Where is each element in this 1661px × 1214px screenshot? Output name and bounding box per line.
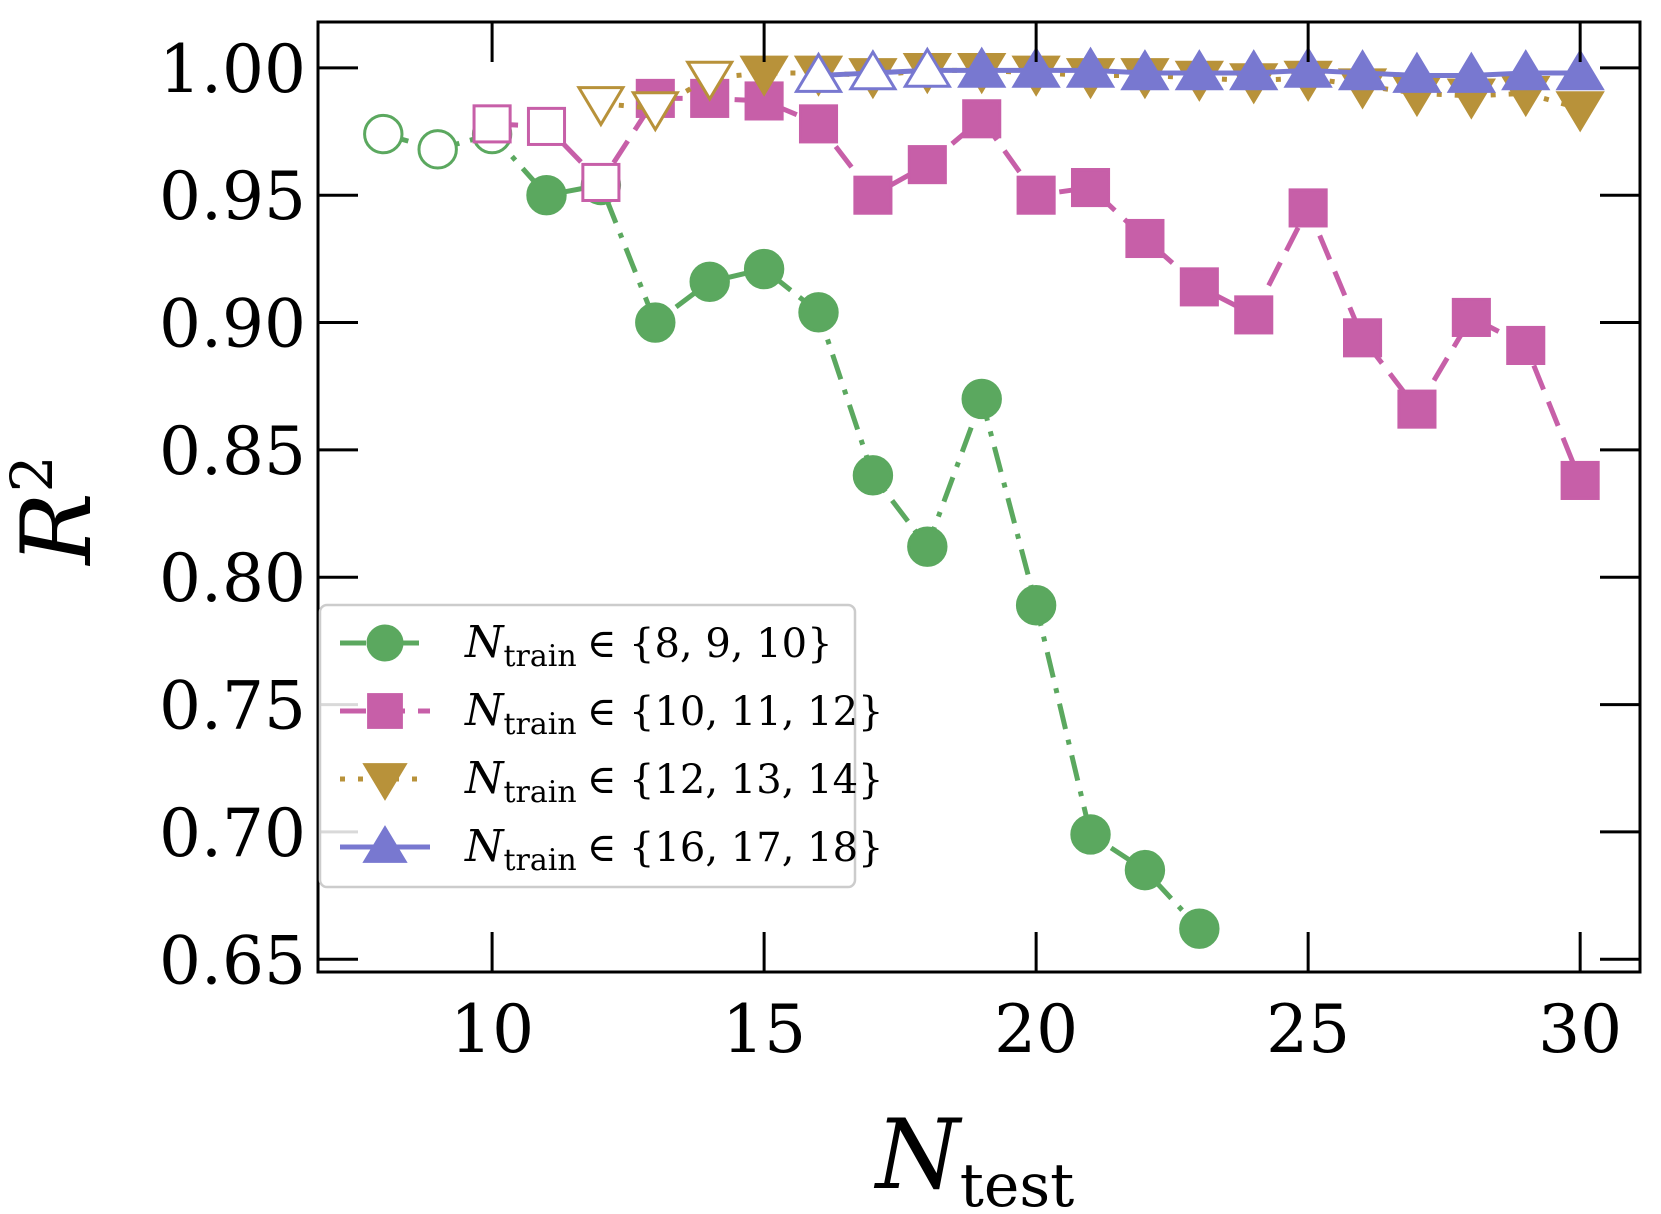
x-tick-label: 10	[450, 991, 534, 1068]
data-point	[853, 175, 893, 215]
data-point	[526, 174, 567, 216]
data-point	[576, 86, 626, 128]
data-point	[1506, 325, 1546, 365]
legend-marker	[366, 624, 404, 662]
y-axis-label: R2	[0, 455, 113, 566]
data-point	[902, 46, 952, 88]
x-axis-label-main: N	[874, 1099, 963, 1211]
data-point	[1555, 91, 1605, 133]
data-point	[798, 292, 839, 333]
data-point	[1234, 295, 1274, 335]
data-point	[689, 261, 730, 302]
y-tick-label: 0.75	[159, 668, 306, 745]
y-tick-label: 0.90	[159, 286, 306, 363]
data-point	[1015, 585, 1057, 626]
data-point	[581, 162, 621, 202]
data-point	[1560, 460, 1600, 500]
data-point	[907, 526, 948, 567]
legend-entry: Ntrain ∈ {16, 17, 18}	[340, 821, 883, 878]
data-point	[1124, 849, 1166, 891]
data-point	[1229, 49, 1279, 91]
data-point	[1179, 908, 1220, 949]
y-tick-label: 0.70	[159, 795, 306, 872]
legend-label: Ntrain ∈ {8, 9, 10}	[464, 617, 833, 674]
data-point	[1283, 46, 1333, 88]
data-point	[1451, 297, 1491, 337]
legend-label: Ntrain ∈ {10, 11, 12}	[464, 685, 883, 742]
legend-marker	[362, 825, 408, 863]
legend-label: Ntrain ∈ {16, 17, 18}	[464, 821, 883, 878]
series-4	[793, 46, 1605, 93]
data-point	[1337, 49, 1388, 91]
data-point	[961, 378, 1002, 420]
data-point	[1343, 318, 1383, 358]
y-tick-label: 0.85	[159, 413, 306, 490]
data-point	[962, 99, 1002, 139]
y-tick-label: 0.65	[159, 922, 306, 999]
data-point	[1555, 49, 1605, 91]
legend-entries: Ntrain ∈ {8, 9, 10} Ntrain ∈ {10, 11, 12} Nt…	[340, 617, 883, 878]
data-point	[1125, 218, 1165, 259]
data-point	[907, 145, 947, 185]
x-tick-labels: 10 15 20 25 30	[450, 991, 1622, 1068]
legend-frame	[318, 603, 857, 889]
legend: Ntrain ∈ {8, 9, 10} Ntrain ∈ {10, 11, 12} Nt…	[318, 603, 883, 889]
data-point	[417, 129, 458, 170]
data-point	[1016, 175, 1056, 215]
data-point	[798, 104, 839, 144]
data-point	[526, 106, 567, 146]
legend-label: Ntrain ∈ {12, 13, 14}	[464, 753, 883, 810]
y-tick-label: 0.80	[159, 540, 306, 617]
data-point	[1174, 49, 1224, 91]
data-point	[1501, 49, 1551, 91]
y-tick-label: 1.00	[159, 31, 306, 108]
data-point	[630, 91, 680, 133]
data-point	[793, 51, 844, 93]
y-axis-label-sup: 2	[0, 455, 66, 492]
data-point	[1011, 46, 1061, 88]
data-point	[743, 248, 785, 290]
legend-entry: Ntrain ∈ {8, 9, 10}	[340, 617, 833, 674]
data-point	[685, 60, 735, 102]
data-point	[1120, 49, 1170, 91]
data-point	[472, 104, 512, 144]
ticks-layer	[318, 22, 1640, 972]
y-tick-labels: 0.65 0.70 0.75 0.80 0.85 0.90 0.95 1.00	[159, 31, 306, 999]
y-axis-label-main: R	[1, 492, 113, 566]
data-point	[852, 455, 894, 496]
data-point	[1397, 389, 1437, 429]
x-tick-label: 30	[1538, 991, 1622, 1068]
series-layer	[363, 46, 1605, 949]
series-2	[472, 78, 1600, 500]
series-line	[382, 131, 1202, 931]
data-point	[1446, 51, 1496, 93]
y-tick-label: 0.95	[159, 158, 306, 235]
data-point	[1392, 51, 1442, 93]
x-tick-label: 25	[1266, 991, 1350, 1068]
data-point	[1288, 188, 1328, 228]
data-point	[1065, 46, 1116, 88]
x-axis-label-sub: test	[960, 1151, 1075, 1214]
x-tick-label: 15	[722, 991, 806, 1068]
data-point	[1070, 168, 1111, 208]
legend-marker	[362, 763, 408, 801]
legend-entry: Ntrain ∈ {10, 11, 12}	[340, 685, 883, 742]
data-point	[1070, 814, 1111, 855]
data-point	[363, 113, 404, 155]
legend-entry: Ntrain ∈ {12, 13, 14}	[340, 753, 883, 810]
x-tick-label: 20	[994, 991, 1078, 1068]
data-point	[957, 46, 1007, 88]
data-point	[635, 302, 676, 343]
data-point	[1179, 267, 1219, 307]
plot-frame	[316, 20, 1642, 974]
x-axis-label: Ntest	[874, 1099, 1075, 1214]
legend-marker	[367, 693, 403, 729]
data-point	[848, 49, 898, 91]
